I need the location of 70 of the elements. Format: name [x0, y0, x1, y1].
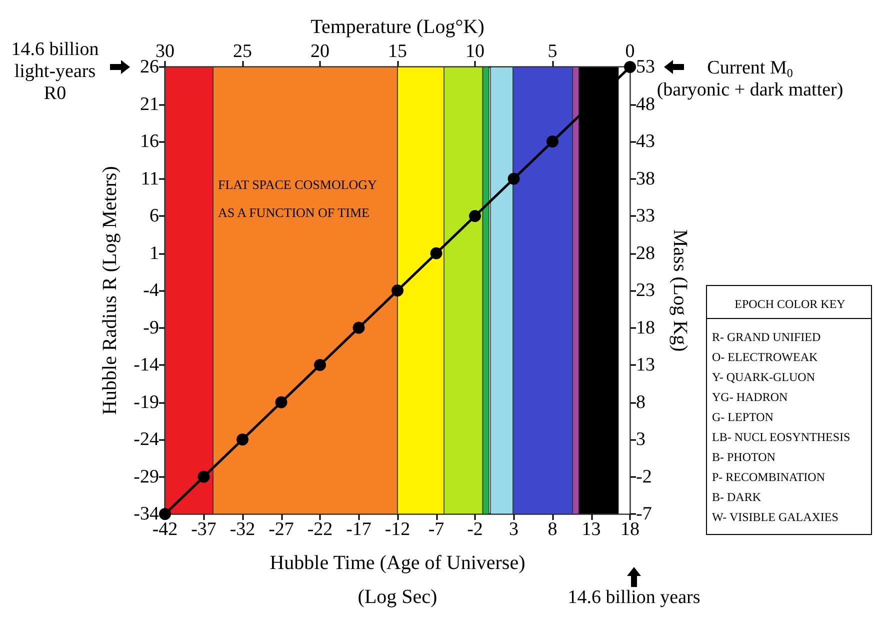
text: Y- QUARK-GLUON — [712, 370, 816, 384]
x2-tick-label: 0 — [625, 41, 635, 62]
y-tick-label: 16 — [140, 131, 159, 152]
text: P- RECOMBINATION — [712, 470, 826, 484]
x-tick-label: 18 — [620, 519, 640, 540]
x-axis-title: Hubble Time (Age of Universe) (Log Sec) — [270, 552, 526, 608]
point — [198, 470, 210, 483]
point — [275, 396, 288, 408]
y-axis-title: Hubble Radius R (Log Meters) — [99, 166, 121, 415]
y-tick-label: 21 — [140, 94, 159, 115]
y-tick-label: 11 — [140, 168, 159, 190]
y-tick-label: -14 — [134, 354, 160, 376]
y2-tick-label: 3 — [636, 429, 646, 450]
x-tick-label: -32 — [230, 519, 256, 540]
y2-tick-label: 33 — [636, 206, 655, 226]
y2-tick-label: 18 — [636, 317, 655, 338]
text: R- GRAND UNIFIED — [712, 330, 821, 344]
point — [546, 136, 558, 148]
y2-tick-label: 28 — [636, 242, 655, 264]
point — [236, 434, 248, 446]
y2-tick-label: 23 — [636, 280, 655, 301]
y-tick-label: 1 — [150, 242, 159, 264]
x-tick-label: -27 — [268, 519, 294, 540]
point — [430, 247, 442, 260]
x2-tick-label: 10 — [466, 41, 484, 62]
text: 14.6 billion light-years R0 — [11, 39, 100, 104]
text: YG- HADRON — [712, 390, 788, 404]
point — [508, 172, 520, 185]
x2-tick-label: 20 — [310, 41, 330, 62]
text: G- LEPTON — [712, 410, 774, 424]
point — [469, 210, 481, 222]
x2-axis-title: Temperature (Log°K) — [310, 16, 484, 38]
y2-tick-label: 38 — [636, 168, 655, 190]
y-tick-label: 6 — [150, 206, 159, 226]
y2-axis-title: Mass (Log Kg) — [669, 229, 691, 352]
text: W- VISIBLE GALAXIES — [712, 510, 838, 524]
x-tick-label: 13 — [582, 519, 601, 540]
x2-tick-label: 15 — [388, 41, 407, 62]
y-tick-label: -9 — [143, 317, 159, 338]
y-tick-label: -24 — [134, 429, 160, 450]
x-tick-label: 3 — [509, 519, 518, 540]
annotation: FLAT SPACE COSMOLOGY AS A FUNCTION OF TIME — [218, 177, 378, 220]
x-tick-label: -37 — [191, 519, 216, 540]
point — [314, 359, 326, 371]
text: EPOCH COLOR KEY — [734, 297, 846, 311]
y-tick-label: -4 — [143, 280, 160, 301]
y-tick-label: -29 — [134, 466, 159, 488]
text: 14.6 billion years — [568, 587, 700, 608]
x-tick-label: -12 — [384, 519, 410, 540]
y2-tick-label: -2 — [636, 466, 652, 488]
y2-tick-label: 8 — [636, 392, 646, 413]
x2-tick-label: 5 — [548, 41, 558, 62]
x-tick-label: -7 — [428, 519, 444, 540]
x-tick-label: -22 — [307, 519, 333, 540]
y-tick-label: -19 — [134, 392, 159, 413]
y-tick-label: 26 — [140, 56, 159, 78]
text: LB- NUCL EOSYNTHESIS — [712, 430, 850, 444]
text: O- ELECTROWEAK — [712, 350, 818, 364]
x-tick-label: -17 — [346, 519, 372, 540]
y2-tick-label: 13 — [636, 354, 655, 376]
y2-tick-label: 43 — [636, 131, 655, 152]
x-tick-label: -2 — [467, 519, 483, 540]
x2-tick-label: 25 — [233, 41, 252, 62]
y2-tick-label: 53 — [636, 56, 655, 78]
text: B- PHOTON — [712, 450, 776, 464]
x-tick-label: 8 — [548, 519, 558, 540]
text: B- DARK — [712, 490, 762, 504]
point — [392, 284, 404, 296]
point — [352, 322, 365, 334]
y2-tick-label: 48 — [636, 94, 655, 115]
